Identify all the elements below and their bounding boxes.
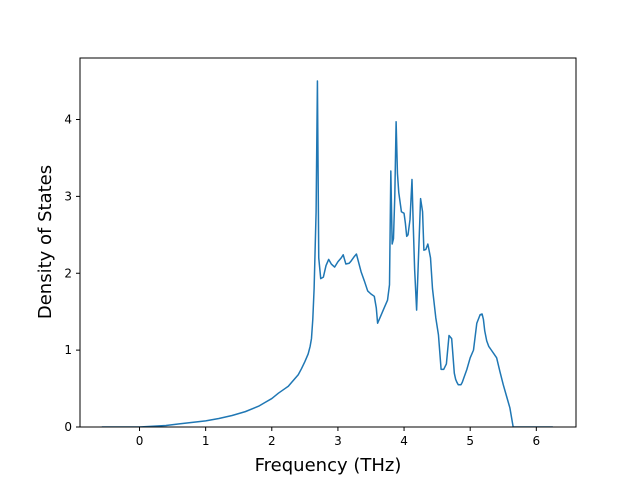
y-axis-ticks: 0 1 2 3 4 xyxy=(64,113,80,434)
x-tick-label: 0 xyxy=(136,434,144,448)
y-tick-label: 0 xyxy=(64,420,72,434)
y-tick-label: 2 xyxy=(64,266,72,280)
y-tick-label: 1 xyxy=(64,343,72,357)
x-axis-ticks: 0 1 2 3 4 5 6 xyxy=(136,427,540,448)
series-line-0 xyxy=(101,80,553,427)
x-tick-label: 1 xyxy=(202,434,210,448)
plot-layer xyxy=(101,80,553,427)
x-tick-label: 4 xyxy=(400,434,408,448)
x-axis-label: Frequency (THz) xyxy=(255,455,402,476)
x-tick-label: 2 xyxy=(268,434,276,448)
y-axis-label: Density of States xyxy=(35,165,56,319)
y-tick-label: 3 xyxy=(64,189,72,203)
y-tick-label: 4 xyxy=(64,113,72,127)
x-tick-label: 5 xyxy=(466,434,474,448)
x-tick-label: 6 xyxy=(532,434,540,448)
x-tick-label: 3 xyxy=(334,434,342,448)
plot-frame xyxy=(79,57,577,428)
